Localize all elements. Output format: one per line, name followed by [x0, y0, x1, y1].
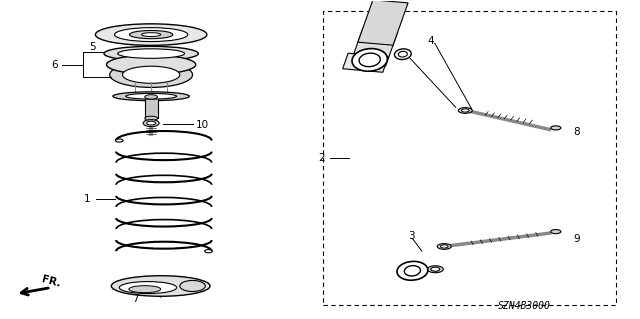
Ellipse shape — [129, 31, 173, 39]
Polygon shape — [342, 53, 388, 72]
Ellipse shape — [352, 48, 387, 71]
Ellipse shape — [550, 126, 561, 130]
Text: SZN4B3000: SZN4B3000 — [497, 300, 550, 311]
Text: 8: 8 — [573, 127, 580, 137]
Text: FR.: FR. — [41, 274, 62, 289]
Polygon shape — [351, 29, 398, 66]
Ellipse shape — [115, 139, 123, 142]
Ellipse shape — [437, 244, 451, 249]
Ellipse shape — [461, 109, 469, 112]
Text: 10: 10 — [196, 120, 209, 130]
Ellipse shape — [359, 53, 380, 67]
Ellipse shape — [550, 230, 561, 234]
Ellipse shape — [104, 46, 198, 61]
Bar — [323, 11, 616, 305]
Ellipse shape — [458, 108, 472, 113]
Text: 7: 7 — [132, 294, 138, 304]
Ellipse shape — [106, 55, 196, 74]
Ellipse shape — [147, 121, 156, 125]
Bar — [145, 97, 157, 118]
Text: 1: 1 — [84, 194, 91, 204]
Ellipse shape — [111, 276, 210, 296]
Ellipse shape — [143, 120, 159, 127]
Text: 6: 6 — [51, 60, 58, 70]
Ellipse shape — [129, 286, 161, 293]
Ellipse shape — [180, 280, 205, 292]
Ellipse shape — [113, 92, 189, 101]
Text: 2: 2 — [319, 153, 325, 163]
Ellipse shape — [95, 24, 207, 45]
Ellipse shape — [431, 267, 440, 271]
Ellipse shape — [145, 95, 157, 99]
Text: 9: 9 — [573, 234, 580, 244]
Text: 3: 3 — [408, 231, 415, 241]
Ellipse shape — [398, 51, 407, 57]
Ellipse shape — [440, 245, 448, 248]
Ellipse shape — [122, 66, 180, 83]
Ellipse shape — [404, 266, 420, 276]
Polygon shape — [358, 0, 408, 45]
Ellipse shape — [141, 33, 161, 36]
Ellipse shape — [205, 250, 212, 253]
Text: 4: 4 — [427, 36, 434, 46]
Ellipse shape — [118, 49, 184, 58]
Ellipse shape — [428, 266, 444, 273]
Ellipse shape — [145, 116, 157, 121]
Ellipse shape — [394, 49, 412, 60]
Ellipse shape — [125, 93, 177, 99]
Ellipse shape — [109, 62, 193, 87]
Ellipse shape — [119, 282, 177, 293]
Text: 5: 5 — [89, 42, 96, 53]
Ellipse shape — [115, 28, 188, 41]
Ellipse shape — [397, 261, 428, 280]
